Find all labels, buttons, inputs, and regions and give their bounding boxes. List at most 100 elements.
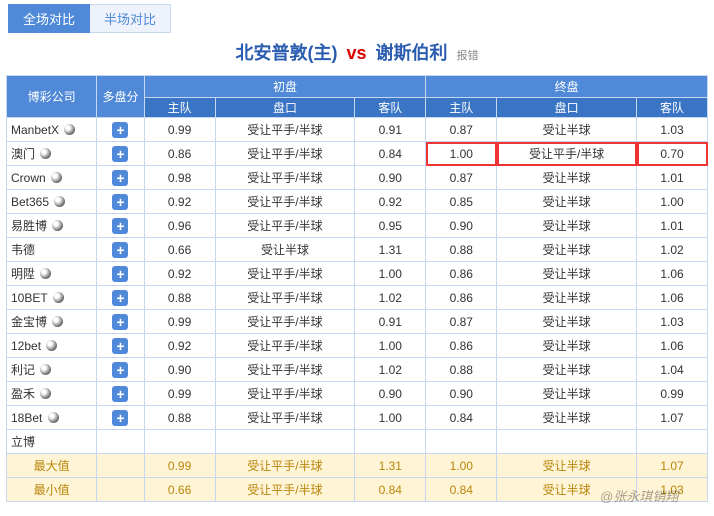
summary-label: 最大值 bbox=[7, 454, 97, 478]
table-row: Crown +0.98受让平手/半球0.900.87受让半球1.01 bbox=[7, 166, 708, 190]
fa-cell: 1.07 bbox=[637, 454, 708, 478]
expand-icon[interactable]: + bbox=[112, 386, 128, 402]
ia-cell: 1.00 bbox=[355, 406, 426, 430]
ih-cell bbox=[144, 430, 215, 454]
fh-cell bbox=[426, 430, 497, 454]
home-team: 北安普敦(主) bbox=[235, 43, 337, 63]
expand-icon[interactable]: + bbox=[112, 338, 128, 354]
company-cell[interactable]: 12bet bbox=[7, 334, 97, 358]
fh-cell: 0.87 bbox=[426, 118, 497, 142]
company-cell[interactable]: 利记 bbox=[7, 358, 97, 382]
expand-icon[interactable]: + bbox=[112, 362, 128, 378]
multi-cell: + bbox=[97, 190, 144, 214]
ih-cell: 0.99 bbox=[144, 382, 215, 406]
ia-cell: 0.84 bbox=[355, 142, 426, 166]
company-cell[interactable]: 10BET bbox=[7, 286, 97, 310]
ia-cell: 0.90 bbox=[355, 382, 426, 406]
ia-cell: 0.90 bbox=[355, 166, 426, 190]
football-icon bbox=[40, 268, 51, 279]
football-icon bbox=[51, 172, 62, 183]
expand-icon[interactable]: + bbox=[112, 314, 128, 330]
th-initial: 初盘 bbox=[144, 76, 426, 98]
football-icon bbox=[64, 124, 75, 135]
fa-cell: 1.03 bbox=[637, 478, 708, 502]
expand-icon[interactable]: + bbox=[112, 410, 128, 426]
fh-cell: 0.85 bbox=[426, 190, 497, 214]
football-icon bbox=[52, 316, 63, 327]
fa-cell: 1.03 bbox=[637, 118, 708, 142]
company-cell[interactable]: 明陞 bbox=[7, 262, 97, 286]
expand-icon[interactable]: + bbox=[112, 242, 128, 258]
company-cell[interactable]: 韦德 bbox=[7, 238, 97, 262]
ih-cell: 0.90 bbox=[144, 358, 215, 382]
ip-cell: 受让平手/半球 bbox=[215, 214, 355, 238]
fh-cell: 0.90 bbox=[426, 382, 497, 406]
expand-icon[interactable]: + bbox=[112, 266, 128, 282]
ih-cell: 0.92 bbox=[144, 334, 215, 358]
ih-cell: 0.66 bbox=[144, 238, 215, 262]
th-f-home: 主队 bbox=[426, 98, 497, 118]
ip-cell: 受让平手/半球 bbox=[215, 310, 355, 334]
expand-icon[interactable]: + bbox=[112, 194, 128, 210]
company-cell[interactable]: 金宝博 bbox=[7, 310, 97, 334]
football-icon bbox=[52, 220, 63, 231]
company-cell[interactable]: 易胜博 bbox=[7, 214, 97, 238]
fp-cell: 受让半球 bbox=[497, 310, 637, 334]
expand-icon[interactable]: + bbox=[112, 122, 128, 138]
ih-cell: 0.96 bbox=[144, 214, 215, 238]
company-cell[interactable]: 18Bet bbox=[7, 406, 97, 430]
tab-full[interactable]: 全场对比 bbox=[8, 4, 90, 33]
expand-icon[interactable]: + bbox=[112, 170, 128, 186]
report-error-link[interactable]: 报错 bbox=[457, 50, 479, 62]
ip-cell: 受让平手/半球 bbox=[215, 334, 355, 358]
multi-cell: + bbox=[97, 166, 144, 190]
fa-cell: 1.06 bbox=[637, 262, 708, 286]
ih-cell: 0.92 bbox=[144, 190, 215, 214]
ih-cell: 0.88 bbox=[144, 286, 215, 310]
company-cell[interactable]: Bet365 bbox=[7, 190, 97, 214]
football-icon bbox=[40, 388, 51, 399]
ih-cell: 0.92 bbox=[144, 262, 215, 286]
fh-cell: 0.86 bbox=[426, 286, 497, 310]
ia-cell: 0.84 bbox=[355, 478, 426, 502]
fp-cell: 受让半球 bbox=[497, 286, 637, 310]
fp-cell: 受让半球 bbox=[497, 478, 637, 502]
fa-cell bbox=[637, 430, 708, 454]
tab-half[interactable]: 半场对比 bbox=[90, 4, 171, 33]
expand-icon[interactable]: + bbox=[112, 290, 128, 306]
football-icon bbox=[53, 292, 64, 303]
ih-cell: 0.99 bbox=[144, 454, 215, 478]
ih-cell: 0.66 bbox=[144, 478, 215, 502]
company-cell[interactable]: 立博 bbox=[7, 430, 97, 454]
ip-cell: 受让平手/半球 bbox=[215, 454, 355, 478]
company-cell[interactable]: 澳门 bbox=[7, 142, 97, 166]
expand-icon[interactable]: + bbox=[112, 218, 128, 234]
football-icon bbox=[54, 196, 65, 207]
fa-cell: 1.01 bbox=[637, 214, 708, 238]
th-i-home: 主队 bbox=[144, 98, 215, 118]
table-row: 18Bet +0.88受让平手/半球1.000.84受让半球1.07 bbox=[7, 406, 708, 430]
ih-cell: 0.86 bbox=[144, 142, 215, 166]
multi-cell bbox=[97, 430, 144, 454]
company-cell[interactable]: 盈禾 bbox=[7, 382, 97, 406]
fa-cell: 1.06 bbox=[637, 334, 708, 358]
th-multi: 多盘分 bbox=[97, 76, 144, 118]
fa-cell: 1.00 bbox=[637, 190, 708, 214]
table-row: 韦德 +0.66受让半球1.310.88受让半球1.02 bbox=[7, 238, 708, 262]
fa-cell: 1.06 bbox=[637, 286, 708, 310]
fp-cell: 受让半球 bbox=[497, 358, 637, 382]
company-cell[interactable]: ManbetX bbox=[7, 118, 97, 142]
tabs: 全场对比 半场对比 bbox=[8, 4, 714, 33]
table-row: 盈禾 +0.99受让平手/半球0.900.90受让半球0.99 bbox=[7, 382, 708, 406]
th-final: 终盘 bbox=[426, 76, 708, 98]
ia-cell: 0.95 bbox=[355, 214, 426, 238]
ih-cell: 0.99 bbox=[144, 310, 215, 334]
fp-cell: 受让半球 bbox=[497, 454, 637, 478]
away-team: 谢斯伯利 bbox=[376, 43, 448, 63]
company-cell[interactable]: Crown bbox=[7, 166, 97, 190]
ip-cell: 受让平手/半球 bbox=[215, 190, 355, 214]
ip-cell: 受让平手/半球 bbox=[215, 478, 355, 502]
football-icon bbox=[48, 412, 59, 423]
vs-label: vs bbox=[346, 43, 366, 63]
expand-icon[interactable]: + bbox=[112, 146, 128, 162]
